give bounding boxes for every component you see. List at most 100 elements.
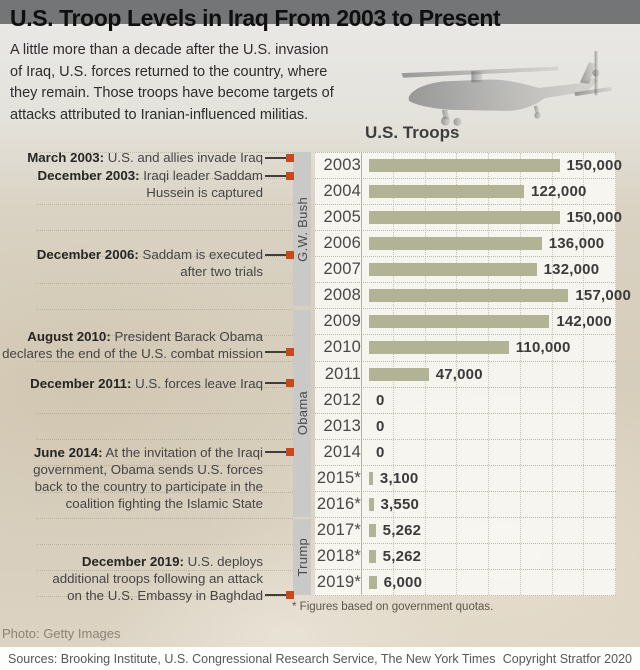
- annotation: December 2003: Iraqi leader Saddam Hussei…: [38, 167, 263, 201]
- term-band: Trump: [293, 519, 311, 595]
- row-separator: [36, 152, 293, 153]
- row-separator: [36, 387, 293, 389]
- annotation-line: June 2014: At the invitation of the Iraq…: [33, 445, 263, 460]
- bar: [369, 523, 376, 537]
- annotation: December 2006: Saddam is executed after t…: [37, 246, 263, 280]
- chart-row: 2007 132,000: [315, 257, 616, 284]
- bar-track: 6,000: [368, 570, 616, 595]
- annotation: June 2014: At the invitation of the Iraq…: [33, 444, 263, 512]
- term-label: G.W. Bush: [294, 196, 310, 262]
- value-label: 5,262: [382, 547, 422, 565]
- bar-track: 0: [368, 388, 616, 413]
- chart-row: 2017* 5,262: [315, 518, 616, 544]
- bar-track: 3,550: [368, 492, 616, 517]
- chart-row: 2014 0: [315, 440, 616, 466]
- gridline: [519, 153, 521, 595]
- annotation: December 2011: U.S. forces leave Iraq: [30, 375, 263, 392]
- year-label: 2003: [323, 156, 361, 175]
- subtitle-line: attacks attributed to Iranian-influenced…: [10, 106, 309, 123]
- row-separator: [36, 204, 293, 206]
- event-marker: [286, 348, 294, 356]
- annotation-line: December 2003: Iraqi leader Saddam: [37, 168, 263, 183]
- subtitle-line: they remain. Those troops have become ta…: [10, 85, 334, 101]
- leader-line: [265, 594, 287, 596]
- annotation-line: after two trials: [180, 264, 263, 279]
- row-separator: [36, 413, 293, 415]
- bar-track: 0: [368, 440, 616, 465]
- annotation-line: government, Obama sends U.S. forces: [33, 462, 263, 477]
- annotation-line: December 2006: Saddam is executed: [36, 247, 263, 262]
- row-separator: [36, 569, 293, 571]
- year-label: 2014: [323, 442, 361, 461]
- year-label: 2012: [323, 390, 361, 409]
- year-label: 2016*: [316, 494, 361, 513]
- annotation-line: on the U.S. Embassy in Baghdad: [67, 588, 263, 603]
- bar-track: 157,000: [368, 283, 631, 308]
- page-subtitle: A little more than a decade after the U.…: [10, 40, 334, 126]
- row-separator: [36, 517, 293, 519]
- leader-line: [265, 351, 287, 353]
- event-marker: [286, 154, 294, 162]
- value-label: 0: [376, 391, 385, 409]
- leader-line: [265, 157, 287, 159]
- row-separator: [36, 465, 293, 467]
- year-label: 2015*: [316, 468, 361, 487]
- chart-row: 2016* 3,550: [315, 492, 616, 518]
- annotation-line: December 2019: U.S. deploys: [81, 554, 263, 569]
- year-label: 2006: [323, 234, 361, 253]
- bar-track: 3,100: [368, 466, 616, 491]
- row-separator: [36, 178, 293, 180]
- value-label: 47,000: [435, 365, 483, 383]
- footer-copyright: Copyright Stratfor 2020: [502, 651, 632, 666]
- bar: [369, 263, 537, 277]
- bar: [369, 471, 373, 485]
- chart-row: 2009 142,000: [315, 309, 616, 336]
- row-separator: [36, 491, 293, 493]
- annotation-line: coalition fighting the Islamic State: [65, 496, 263, 511]
- value-label: 122,000: [530, 183, 587, 201]
- chart-title: U.S. Troops: [365, 123, 460, 142]
- bar: [369, 289, 569, 303]
- photo-credit: Photo: Getty Images: [2, 626, 121, 641]
- page-title: U.S. Troop Levels in Iraq From 2003 to P…: [10, 5, 501, 31]
- bar: [369, 315, 550, 329]
- chart-row: 2012 0: [315, 388, 616, 414]
- helicopter-icon: [401, 51, 613, 127]
- bar: [369, 159, 560, 173]
- bar: [369, 549, 376, 563]
- term-label: Obama: [294, 391, 310, 436]
- row-separator: [36, 282, 293, 284]
- top-accent-bar: [0, 0, 640, 24]
- annotation-line: December 2011: U.S. forces leave Iraq: [30, 376, 263, 391]
- bar-track: 0: [368, 414, 616, 439]
- gridline: [551, 153, 553, 595]
- bar: [369, 211, 560, 225]
- year-label: 2010: [323, 338, 361, 357]
- leader-line: [265, 382, 287, 384]
- chart-rows: 2003 150,000 2004 122,000 2005 150,000 2006 136…: [315, 153, 631, 595]
- chart-row: 2010 110,000: [315, 335, 616, 362]
- year-label: 2017*: [316, 520, 361, 539]
- axis-line: [361, 153, 362, 595]
- bar: [369, 576, 377, 590]
- leader-line: [265, 254, 287, 256]
- row-separator: [36, 334, 293, 336]
- value-label: 3,550: [380, 495, 420, 513]
- gridline: [456, 153, 458, 595]
- year-label: 2019*: [316, 573, 361, 592]
- value-label: 142,000: [556, 313, 612, 331]
- annotation: March 2003: U.S. and allies invade Iraq: [27, 149, 263, 166]
- bar-track: 150,000: [368, 205, 622, 230]
- row-separator: [36, 308, 293, 310]
- chart-row: 2015* 3,100: [315, 466, 616, 492]
- annotation-line: back to the country to participate in th…: [34, 479, 263, 494]
- bar-chart: 2003 150,000 2004 122,000 2005 150,000 2006 136…: [315, 152, 631, 596]
- event-marker: [286, 379, 294, 387]
- term-band: G.W. Bush: [293, 152, 311, 307]
- chart-row: 2008 157,000: [315, 283, 631, 310]
- bar-track: 47,000: [368, 362, 616, 387]
- term-band: Obama: [293, 310, 311, 517]
- bar-track: 132,000: [368, 257, 616, 282]
- bar-track: 110,000: [368, 335, 616, 360]
- value-label: 110,000: [515, 339, 571, 357]
